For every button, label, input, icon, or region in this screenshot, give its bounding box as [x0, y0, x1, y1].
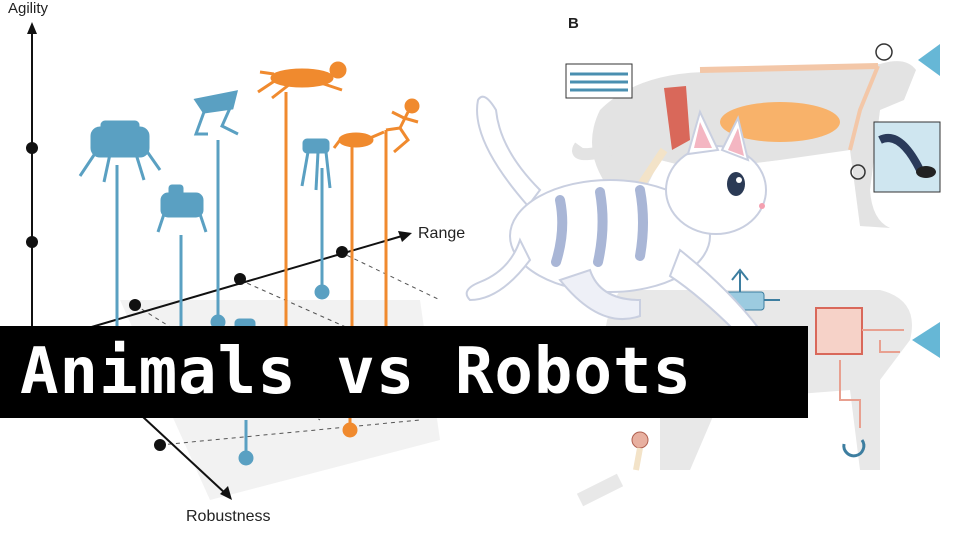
- joint-icon: [631, 431, 649, 449]
- title-banner: Animals vs Robots: [0, 326, 808, 418]
- cheetah-icon: [257, 61, 347, 100]
- anatomy-cat-top: [565, 43, 941, 228]
- robot-markers: [78, 90, 332, 466]
- processor-chip-icon: [815, 307, 863, 355]
- skin-inset: [873, 121, 941, 193]
- human-runner-icon: [385, 98, 420, 154]
- cartoon-cat: [465, 95, 767, 338]
- rotation-icon: [842, 439, 866, 458]
- range-axis-label: Range: [418, 225, 466, 242]
- agility-axis-label: Agility: [8, 0, 49, 17]
- range-tick: [234, 273, 246, 285]
- agility-arrow-icon: [27, 22, 37, 34]
- robustness-tick: [154, 439, 166, 451]
- title-text: Animals vs Robots: [20, 335, 693, 409]
- cat-nose: [759, 203, 765, 209]
- vision-cone-icon: [918, 44, 940, 76]
- robot-hexapod-icon: [300, 138, 332, 191]
- cat-eye: [727, 172, 745, 196]
- robot-quadruped-small-icon: [156, 184, 208, 233]
- sensor-cone-icon: [912, 322, 940, 358]
- robustness-axis-label: Robustness: [186, 508, 271, 525]
- agility-tick: [26, 142, 38, 154]
- range-tick: [129, 299, 141, 311]
- robustness-arrow-icon: [220, 486, 232, 500]
- robot-biped-icon: [193, 90, 239, 136]
- panel-b-label: B: [568, 15, 579, 32]
- cat-back-leg: [465, 237, 532, 302]
- cat-tail: [476, 95, 542, 208]
- cockroach-icon: [332, 130, 385, 149]
- range-arrow-icon: [398, 231, 412, 242]
- cat-head: [665, 145, 767, 235]
- agility-tick: [26, 236, 38, 248]
- robot-quadruped-large-icon: [78, 120, 162, 183]
- animal-markers: [257, 61, 420, 438]
- eye-inset-circle: [875, 43, 893, 61]
- range-tick: [336, 246, 348, 258]
